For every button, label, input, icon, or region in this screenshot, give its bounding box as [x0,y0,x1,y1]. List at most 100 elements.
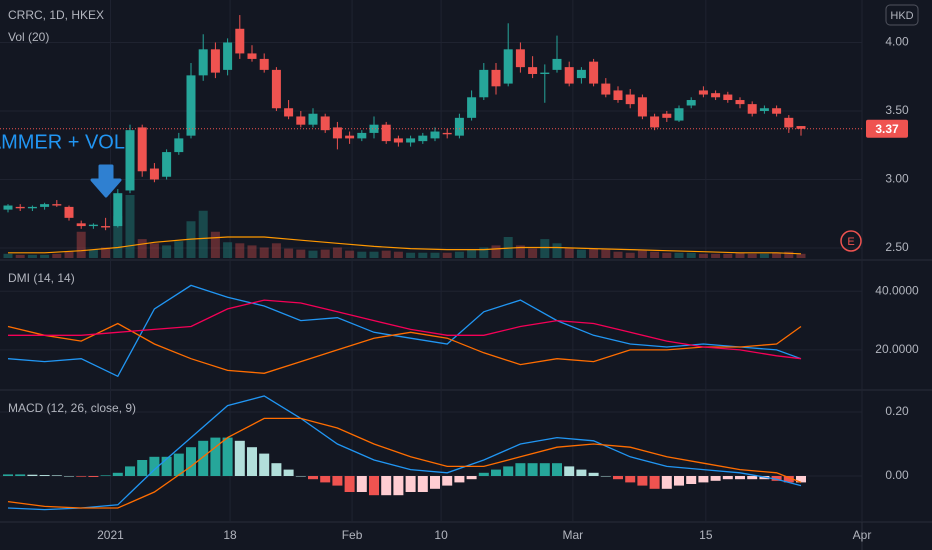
histogram-bar [613,476,624,480]
volume-bar [747,253,757,258]
histogram-bar [491,469,502,476]
x-tick-label: Feb [342,528,363,542]
y-tick-label: 20.0000 [875,342,919,356]
histogram-bar [344,476,355,492]
histogram-bar [771,476,782,481]
volume-bar [552,243,562,258]
candle-body [540,72,550,74]
volume-bar [698,253,708,258]
currency-box[interactable] [885,4,919,26]
candle-body [88,224,98,227]
histogram-bar [686,476,697,484]
histogram-bar [295,476,306,477]
volume-bar [711,253,721,258]
candle-body [442,132,452,135]
candle-body [40,204,50,207]
histogram-bar [674,476,685,486]
volume-bar [723,253,733,258]
volume-bar [393,251,403,258]
volume-bar [162,245,172,258]
volume-bar [381,250,391,258]
y-tick-label: 3.50 [885,103,909,117]
x-tick-label: 10 [434,528,448,542]
candle-body [271,69,281,109]
volume-bar [247,245,257,258]
y-tick-label: 4.00 [885,35,909,49]
volume-bar [576,249,586,258]
volume-bar [637,250,647,258]
volume-bar [528,248,538,258]
histogram-bar [320,476,331,483]
histogram-bar [710,476,721,481]
dmi-line [7,322,802,374]
volume-bar [40,254,50,258]
histogram-bar [393,476,404,496]
candle-body [467,97,477,118]
candle-body [284,108,294,117]
volume-bar [320,249,330,258]
histogram-bar [539,463,550,476]
volume-bar [418,252,428,258]
candle-body [576,69,586,79]
candle-body [650,116,660,128]
candle-body [137,127,147,172]
candle-body [418,135,428,142]
volume-bar [345,250,355,258]
plot [0,15,862,511]
volume-bar [52,253,62,258]
histogram-bar [27,474,38,476]
grid [0,0,863,522]
candle-body [52,204,62,206]
volume-bar [76,231,86,258]
volume-bar [503,237,513,258]
volume-bar [442,252,452,258]
histogram-bar [137,460,148,476]
candle-body [479,69,489,98]
histogram-bar [783,476,794,483]
volume-bar [796,253,806,258]
candle-body [772,108,782,114]
volume-bar [284,248,294,258]
histogram-bar [527,463,538,476]
candle-body [186,75,196,136]
histogram-bar [51,475,62,476]
candle-body [784,117,794,128]
candle-body [515,49,525,68]
histogram-bar [271,463,282,476]
chart-title: CRRC, 1D, HKEX [8,8,104,22]
histogram-bar [88,476,99,477]
volume-bar [113,216,123,258]
histogram-bar [259,453,270,476]
histogram-bar [747,476,758,480]
x-tick-label: 18 [223,528,237,542]
volume-bar [674,252,684,258]
histogram-bar [308,476,319,480]
event-label: E [847,236,854,248]
candle-body [308,113,318,125]
histogram-bar [564,466,575,476]
histogram-bar [637,476,648,486]
candle-body [381,124,391,142]
histogram-bar [198,440,209,476]
volume-bar [491,245,501,258]
candle-body [259,58,269,70]
x-tick-label: 2021 [97,528,124,542]
histogram-bar [125,466,136,476]
histogram-bar [698,476,709,483]
volume-bar [650,251,660,258]
candle-body [686,100,696,106]
x-tick-label: 15 [699,528,713,542]
histogram-bar [149,456,160,476]
candle-body [101,226,111,228]
histogram-bar [210,437,221,476]
volume-bar [662,252,672,258]
candle-body [27,206,37,209]
candle-body [235,28,245,54]
candle-body [296,116,306,125]
candle-body [15,206,25,209]
histogram-bar [588,472,599,476]
annotation-arrow [90,164,122,198]
event-icon[interactable] [840,230,862,252]
volume-bar [137,239,147,258]
y-tick-label: 2.50 [885,240,909,254]
